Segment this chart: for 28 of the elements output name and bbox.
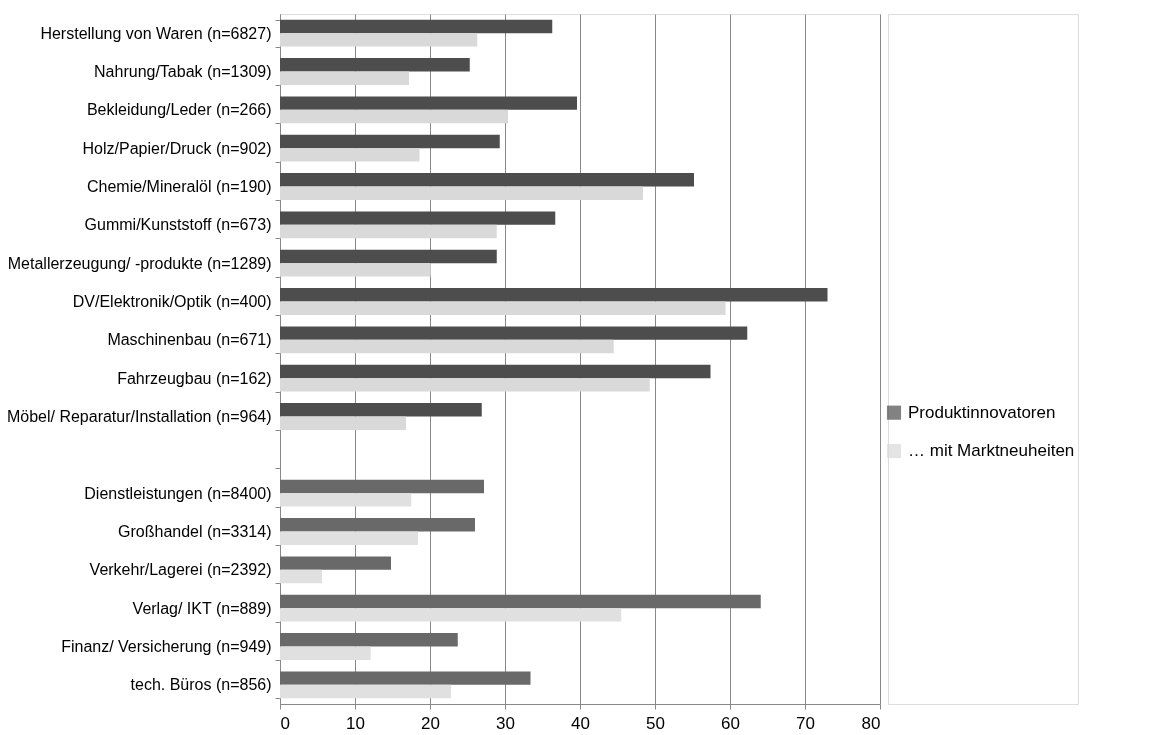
x-tick-label: 20: [421, 713, 440, 733]
y-tick-label: Bekleidung/Leder (n=266): [86, 101, 272, 119]
x-tick-label: 0: [280, 713, 290, 733]
legend-label: Produktinnovatoren: [908, 402, 1056, 422]
x-tick-label: 40: [571, 713, 590, 733]
x-tick-label: 10: [346, 713, 365, 733]
y-tick-label: Chemie/Mineralöl (n=190): [86, 178, 272, 195]
y-tick-label: Großhandel (n=3314): [118, 523, 272, 540]
y-tick-label: Verkehr/Lagerei (n=2392): [89, 561, 272, 579]
legend-label: … mit Marktneuheiten: [908, 441, 1075, 460]
x-tick-label: 70: [796, 713, 815, 733]
y-tick-label: Herstellung von Waren (n=6827): [40, 24, 272, 42]
y-tick-label: Fahrzeugbau (n=162): [117, 369, 272, 387]
x-tick-label: 80: [861, 713, 881, 733]
y-tick-label: Maschinenbau (n=671): [107, 331, 272, 349]
x-tick-label: 60: [721, 713, 740, 733]
y-tick-label: Finanz/ Versicherung (n=949): [61, 638, 272, 655]
y-tick-label: Gummi/Kunststoff (n=673): [84, 216, 272, 234]
y-tick-label: Dienstleistungen (n=8400): [84, 484, 272, 502]
y-tick-label: Holz/Papier/Druck (n=902): [82, 139, 272, 157]
y-tick-label: Verlag/ IKT (n=889): [132, 599, 272, 617]
x-tick-label: 30: [496, 713, 515, 733]
y-tick-label: Möbel/ Reparatur/Installation (n=964): [6, 408, 272, 425]
y-tick-label: tech. Büros (n=856): [130, 676, 272, 694]
x-tick-label: 50: [646, 713, 665, 733]
y-tick-label: DV/Elektronik/Optik (n=400): [72, 293, 272, 310]
y-tick-label: Nahrung/Tabak (n=1309): [94, 63, 272, 80]
y-tick-label: Metallerzeugung/ -produkte (n=1289): [7, 254, 272, 272]
